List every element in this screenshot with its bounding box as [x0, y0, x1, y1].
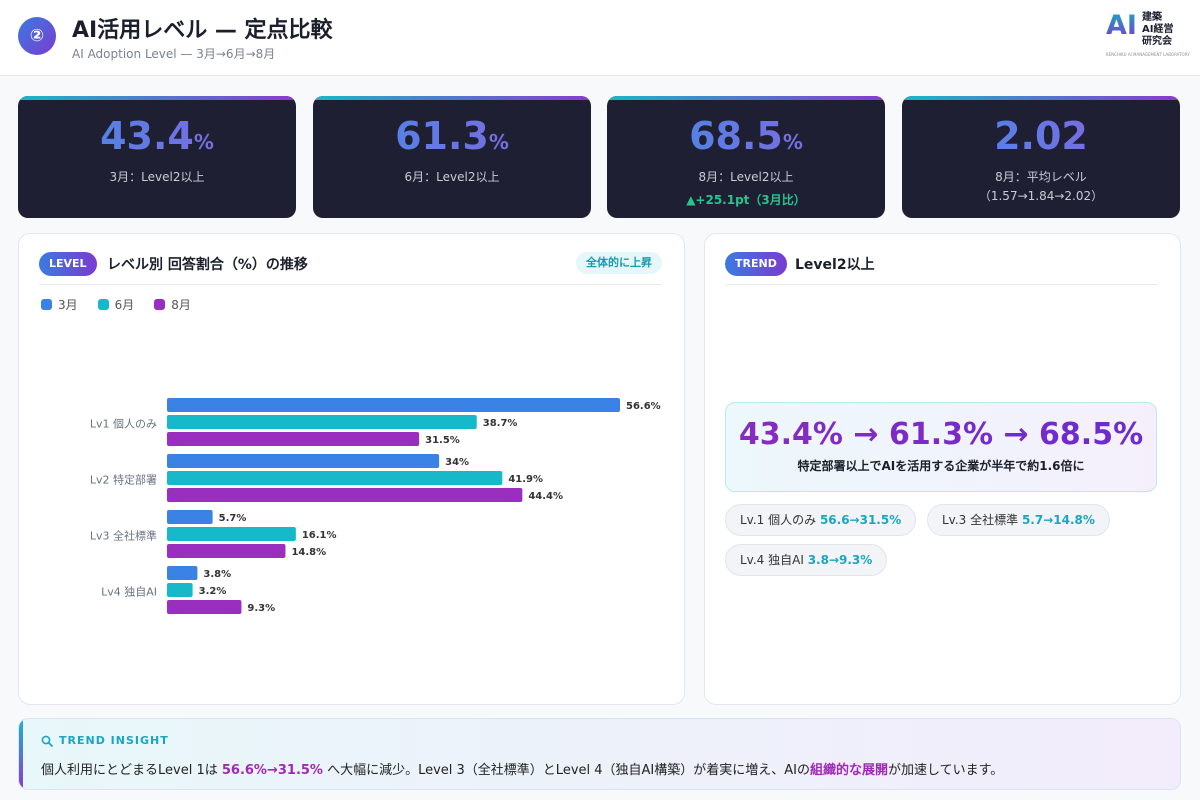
bar-value-label: 14.8% [291, 547, 326, 558]
bar-value-label: 5.7% [219, 513, 247, 524]
stat-delta: ▲+25.1pt（3月比） [686, 193, 806, 207]
chart-legend: 3月 6月 8月 [41, 296, 191, 313]
bar [167, 432, 420, 446]
logo-text: 建築 AI経営 研究会 [1142, 12, 1174, 47]
bar [167, 510, 213, 524]
logo-subtext: KENCHIKU AI MANAGEMENT LABORATORY [1106, 52, 1190, 57]
legend-swatch [154, 299, 166, 310]
insight-text: 個人利用にとどまるLevel 1は 56.6%→31.5% へ大幅に減少。Lev… [41, 763, 1004, 778]
org-logo: AI 建築 AI経営 研究会 KENCHIKU AI MANAGEMENT LA… [1106, 10, 1190, 62]
stat-sub: （1.57→1.84→2.02） [978, 189, 1104, 203]
panel-title: レベル別 回答割合（%）の推移 [107, 257, 308, 273]
bar-value-label: 38.7% [483, 418, 518, 429]
legend-item: 6月 [97, 296, 135, 313]
trend-insight-box: TREND INSIGHT 個人利用にとどまるLevel 1は 56.6%→31… [18, 718, 1181, 790]
logo-mark: AI [1106, 10, 1137, 41]
bar-value-label: 44.4% [528, 491, 563, 502]
page-header: ② AI活用レベル — 定点比較 AI Adoption Level — 3月→… [0, 0, 1200, 76]
trend-headline: 43.4% → 61.3% → 68.5% [726, 417, 1156, 453]
bar [167, 471, 503, 485]
bar-value-label: 3.8% [203, 569, 231, 580]
level-pill: LEVEL [39, 252, 97, 276]
chip-lv4: Lv.4 独自AI 3.8→9.3% [725, 544, 888, 576]
bar [167, 454, 440, 468]
magnifier-icon [41, 735, 53, 747]
stat-card-june: 61.3% 6月：Level2以上 [313, 96, 591, 218]
bar-value-label: 16.1% [302, 530, 337, 541]
panel-tag: 全体的に上昇 [576, 252, 662, 274]
trend-panel: TREND Level2以上 43.4% → 61.3% → 68.5% 特定部… [704, 233, 1181, 705]
bar-value-label: 3.2% [199, 586, 227, 597]
stat-value: 2.02 [902, 114, 1180, 164]
bar [167, 527, 296, 541]
chip-lv3: Lv.3 全社標準 5.7→14.8% [927, 504, 1110, 536]
category-label: Lv1 個人のみ [90, 418, 157, 431]
category-label: Lv2 特定部署 [90, 473, 157, 487]
trend-caption: 特定部署以上でAIを活用する企業が半年で約1.6倍に [797, 459, 1085, 473]
stat-value: 43.4% [18, 114, 296, 164]
stat-card-average: 2.02 8月：平均レベル （1.57→1.84→2.02） [902, 96, 1180, 218]
stat-card-august: 68.5% 8月：Level2以上 ▲+25.1pt（3月比） [607, 96, 885, 218]
bar-value-label: 31.5% [425, 435, 460, 446]
legend-item: 3月 [41, 296, 78, 313]
legend-label: 6月 [114, 298, 135, 312]
bar-value-label: 56.6% [626, 401, 661, 412]
stat-value: 68.5% [607, 114, 885, 164]
stat-card-march: 43.4% 3月：Level2以上 [18, 96, 296, 218]
bar-value-label: 41.9% [508, 474, 543, 485]
bar [167, 566, 198, 580]
page-title: AI活用レベル — 定点比較 [72, 18, 333, 43]
bar [167, 398, 620, 412]
insight-heading: TREND INSIGHT [41, 734, 169, 747]
trend-highlight-box: 43.4% → 61.3% → 68.5% 特定部署以上でAIを活用する企業が半… [725, 402, 1157, 492]
legend-swatch [41, 299, 52, 310]
trend-pill: TREND [725, 252, 787, 276]
bar [167, 600, 242, 614]
bar [167, 583, 193, 597]
chip-lv1: Lv.1 個人のみ 56.6→31.5% [725, 504, 917, 536]
legend-swatch [97, 299, 109, 310]
bar [167, 488, 523, 502]
bar-value-label: 9.3% [247, 603, 275, 614]
bar-chart: Lv1 個人のみ 56.6% 38.7% 31.5% Lv2 特定部署 34% 41.9% 4… [90, 398, 661, 614]
section-number-badge: ② [18, 17, 56, 55]
category-label: Lv3 全社標準 [90, 529, 157, 543]
legend-item: 8月 [154, 296, 191, 313]
legend-label: 3月 [58, 298, 78, 312]
stat-label: 8月：Level2以上 [698, 170, 794, 184]
divider [725, 284, 1158, 285]
category-label: Lv4 独自AI [101, 586, 157, 599]
divider [39, 284, 662, 285]
bar [167, 415, 477, 429]
stat-value: 61.3% [313, 114, 591, 164]
stat-label: 6月：Level2以上 [404, 170, 500, 184]
panel-title: Level2以上 [795, 257, 875, 273]
legend-label: 8月 [171, 298, 191, 312]
bar [167, 544, 286, 558]
bar-value-label: 34% [445, 457, 469, 468]
page-subtitle: AI Adoption Level — 3月→6月→8月 [72, 47, 276, 61]
stat-label: 8月：平均レベル [995, 170, 1087, 184]
level-chart-panel: LEVEL レベル別 回答割合（%）の推移 全体的に上昇 3月 6月 8月 Lv1 … [18, 233, 685, 705]
stat-label: 3月：Level2以上 [109, 170, 205, 184]
